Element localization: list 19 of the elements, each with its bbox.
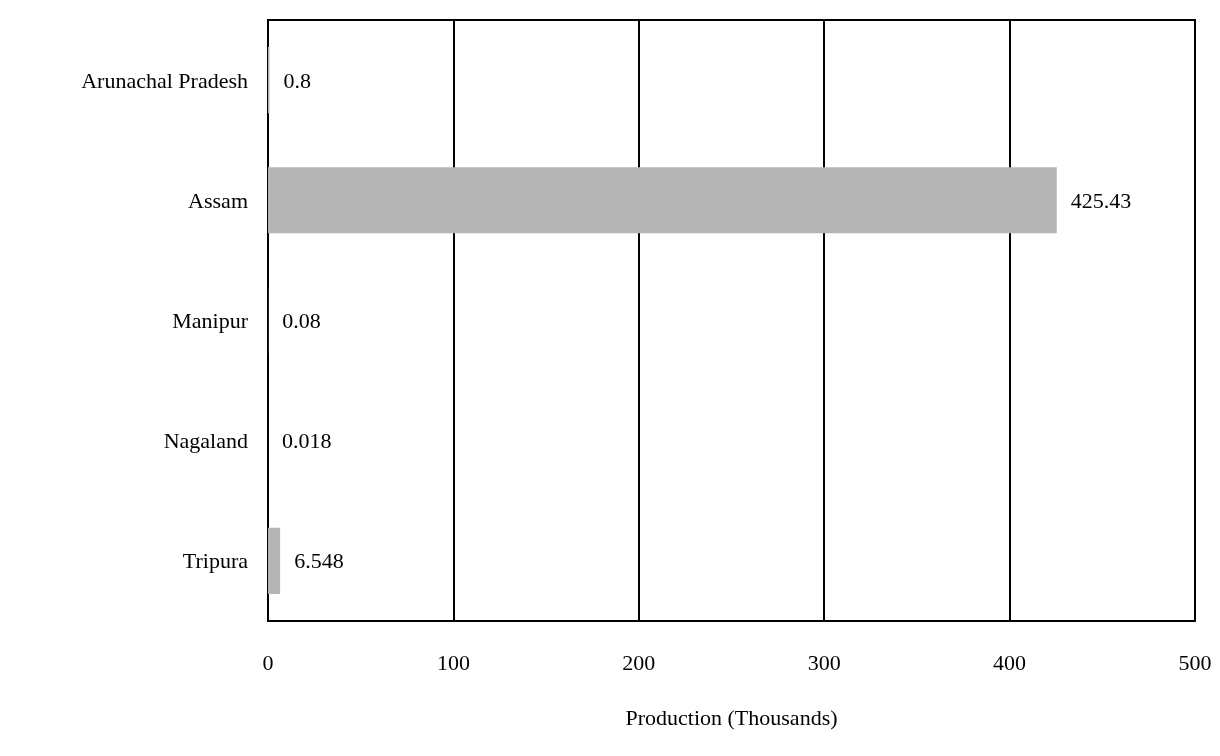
x-tick-label: 400 xyxy=(993,649,1027,675)
x-tick-label: 0 xyxy=(262,649,274,675)
bar xyxy=(268,527,281,594)
data-label: 0.08 xyxy=(282,308,321,333)
data-label: 0.018 xyxy=(282,428,332,454)
bar xyxy=(268,167,1057,234)
x-axis-title: Production (Thousands) xyxy=(625,704,838,730)
x-tick-label: 200 xyxy=(622,649,656,675)
y-tick-label: Arunachal Pradesh xyxy=(81,67,248,93)
x-tick-label: 500 xyxy=(1178,649,1212,675)
y-tick-label: Tripura xyxy=(182,548,249,574)
y-tick-label: Nagaland xyxy=(163,428,248,454)
data-label: 425.43 xyxy=(1070,187,1132,213)
x-tick-label: 300 xyxy=(807,649,841,675)
x-tick-label: 100 xyxy=(436,649,470,675)
y-tick-label: Assam xyxy=(188,187,248,213)
data-label: 6.548 xyxy=(294,548,344,574)
y-tick-label: Manipur xyxy=(172,308,249,333)
data-label: 0.8 xyxy=(283,67,311,93)
